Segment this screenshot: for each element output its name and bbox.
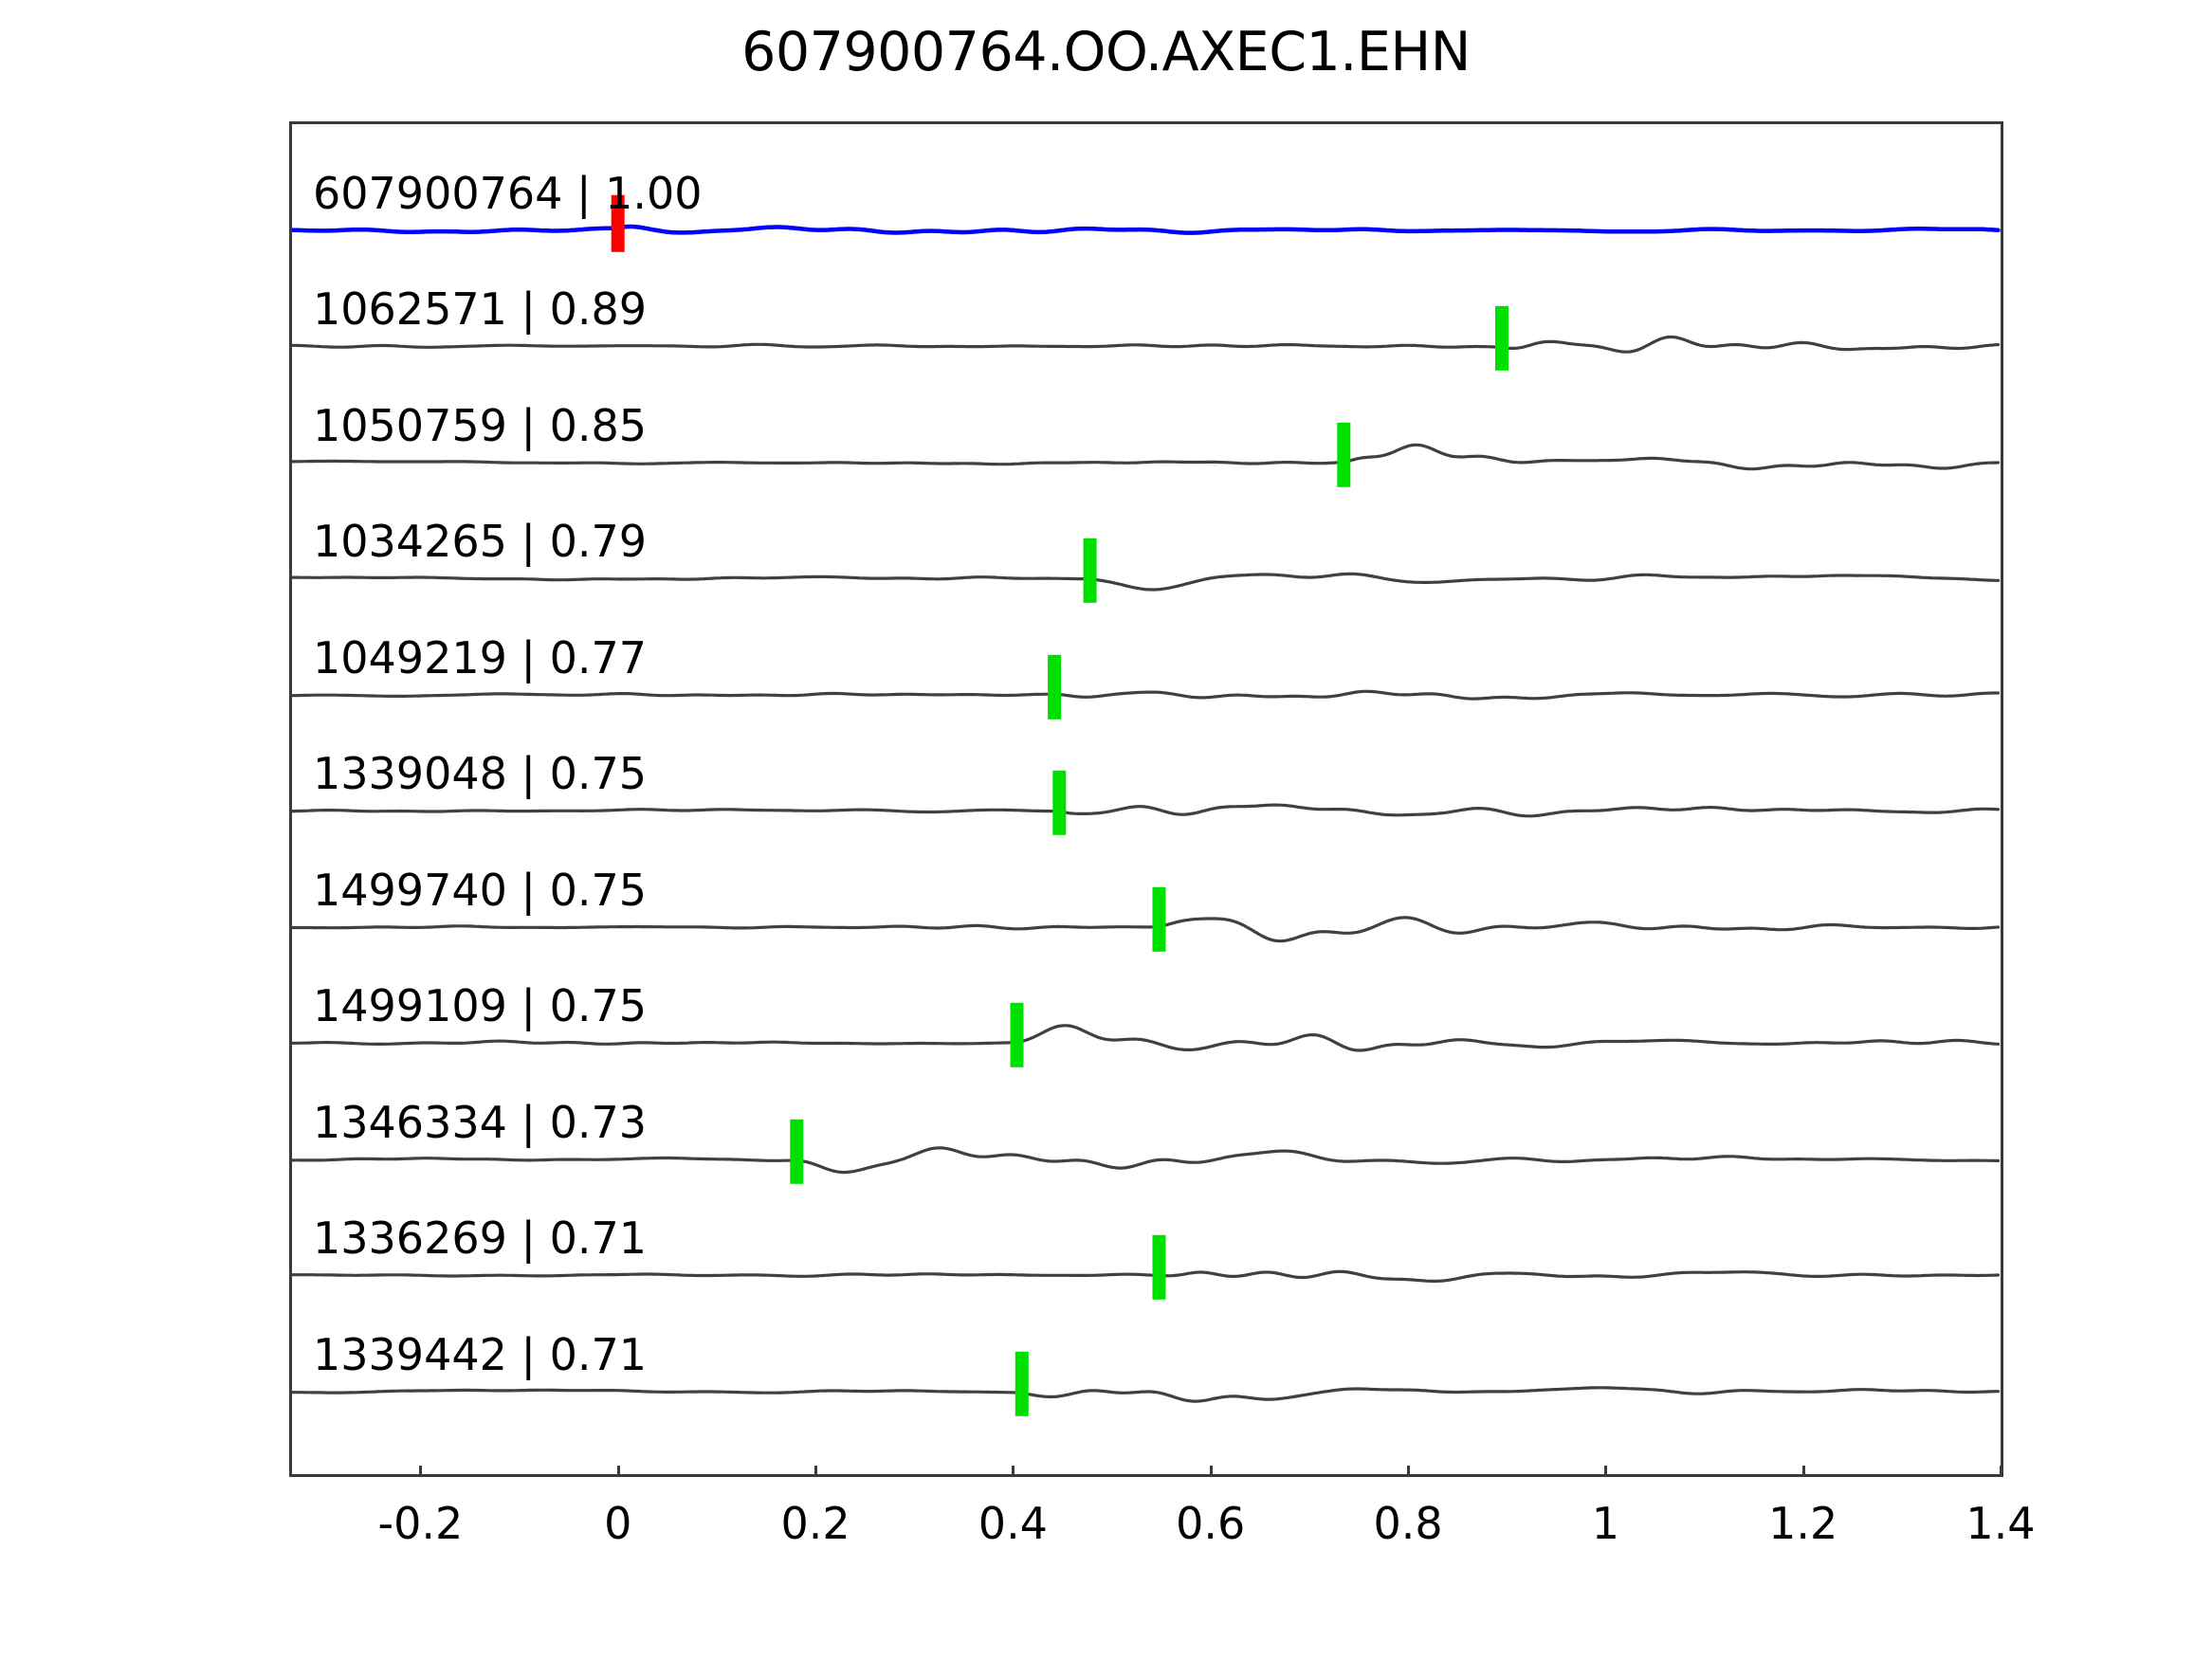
trace-line-1499109 xyxy=(292,1024,2001,1052)
pick-marker-1062571 xyxy=(1495,305,1508,371)
xtick-mark-5 xyxy=(1407,1466,1411,1477)
xtick-label-2: 0.2 xyxy=(780,1498,850,1549)
trace-line-1049219 xyxy=(292,689,2001,701)
trace-label-1034265: 1034265 | 0.79 xyxy=(313,516,648,567)
trace-line-1339048 xyxy=(292,803,2001,818)
pick-marker-1049219 xyxy=(1048,654,1062,720)
waveform-canvas xyxy=(292,194,2001,1416)
pick-marker-1339442 xyxy=(1015,1351,1029,1416)
xtick-mark-0 xyxy=(419,1466,423,1477)
trace-line-1339442 xyxy=(292,1386,2001,1403)
trace-line-1050759 xyxy=(292,443,2001,471)
xtick-label-1: 0 xyxy=(604,1498,632,1549)
pick-marker-1050759 xyxy=(1337,422,1351,487)
trace-line-1062571 xyxy=(292,335,2001,354)
trace-label-607900764: 607900764 | 1.00 xyxy=(313,168,703,219)
pick-marker-1499109 xyxy=(1010,1002,1024,1067)
xtick-mark-3 xyxy=(1012,1466,1015,1477)
xtick-label-5: 0.8 xyxy=(1373,1498,1443,1549)
xtick-label-7: 1.2 xyxy=(1768,1498,1838,1549)
xtick-label-8: 1.4 xyxy=(1965,1498,2036,1549)
trace-label-1499109: 1499109 | 0.75 xyxy=(313,980,648,1031)
pick-marker-1336269 xyxy=(1152,1234,1166,1300)
xtick-label-3: 0.4 xyxy=(978,1498,1048,1549)
trace-line-1499740 xyxy=(292,916,2001,943)
pick-marker-1339048 xyxy=(1052,770,1067,835)
trace-line-1346334 xyxy=(292,1146,2001,1175)
trace-label-1050759: 1050759 | 0.85 xyxy=(313,400,648,451)
trace-line-607900764 xyxy=(292,224,2001,235)
xtick-label-4: 0.6 xyxy=(1176,1498,1246,1549)
xtick-mark-2 xyxy=(814,1466,818,1477)
page-title: 607900764.OO.AXEC1.EHN xyxy=(741,21,1471,83)
trace-label-1346334: 1346334 | 0.73 xyxy=(313,1097,648,1148)
xtick-mark-1 xyxy=(616,1466,620,1477)
trace-label-1336269: 1336269 | 0.71 xyxy=(313,1212,648,1264)
pick-marker-1499740 xyxy=(1152,886,1166,952)
pick-marker-1346334 xyxy=(790,1119,804,1184)
trace-line-1336269 xyxy=(292,1269,2001,1284)
x-axis: -0.2 0 0.2 0.4 0.6 0.8 1 1.2 1.4 xyxy=(289,1466,2036,1591)
xtick-mark-7 xyxy=(1801,1466,1805,1477)
plot-area: 607900764 | 1.00 1062571 | 0.89 1050759 | … xyxy=(289,121,2003,1477)
trace-label-1049219: 1049219 | 0.77 xyxy=(313,632,648,684)
trace-label-1499740: 1499740 | 0.75 xyxy=(313,865,648,916)
trace-line-1034265 xyxy=(292,572,2001,592)
xtick-label-0: -0.2 xyxy=(377,1498,464,1549)
trace-label-1062571: 1062571 | 0.89 xyxy=(313,283,648,335)
trace-label-1339442: 1339442 | 0.71 xyxy=(313,1329,648,1380)
pick-marker-1034265 xyxy=(1083,538,1097,603)
xtick-mark-4 xyxy=(1209,1466,1213,1477)
pick-marker-607900764 xyxy=(611,194,625,252)
xtick-mark-8 xyxy=(2000,1466,2002,1477)
trace-label-1339048: 1339048 | 0.75 xyxy=(313,748,648,799)
xtick-label-6: 1 xyxy=(1591,1498,1619,1549)
xtick-mark-6 xyxy=(1604,1466,1608,1477)
